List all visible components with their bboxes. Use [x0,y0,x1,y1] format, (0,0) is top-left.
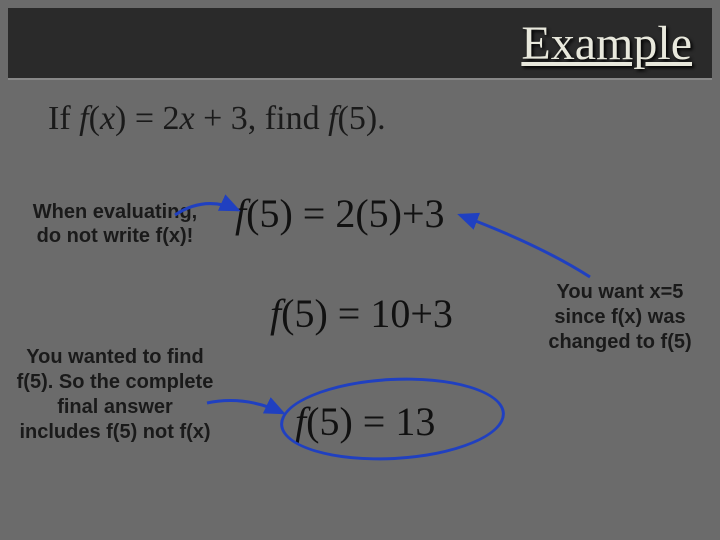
answer-ellipse [278,372,507,466]
mid: + 3, find [195,100,328,137]
eq2-eq: = [328,291,371,336]
eq1-eq: = [293,191,336,236]
note-right: You want x=5 since f(x) was changed to f… [540,280,700,355]
eq2-arg: (5) [281,291,328,336]
eq1-arg: (5) [246,191,293,236]
title-bar: Example [8,8,712,80]
eq2-f: f [270,291,281,336]
fn-f-1: f [79,100,88,137]
note-left-1: When evaluating, do not write f(x)! [20,200,210,248]
arrow-right-to-eq1 [450,205,610,290]
eq2-rhs: 10+3 [370,291,453,336]
var-x-1: x [100,100,115,137]
problem-prefix: If [48,100,79,137]
close1: ) = 2 [115,100,180,137]
equation-1: f(5) = 2(5)+3 [235,190,445,237]
slide-title: Example [521,16,692,71]
equation-2: f(5) = 10+3 [270,290,453,337]
fn-f-2: f [328,100,337,137]
open2: (5). [338,100,386,137]
eq1-rhs: 2(5)+3 [335,191,444,236]
eq1-f: f [235,191,246,236]
note-left-2: You wanted to find f(5). So the complete… [15,345,215,445]
problem-statement: If f(x) = 2x + 3, find f(5). [48,100,386,138]
var-x-2: x [180,100,195,137]
open1: ( [89,100,100,137]
